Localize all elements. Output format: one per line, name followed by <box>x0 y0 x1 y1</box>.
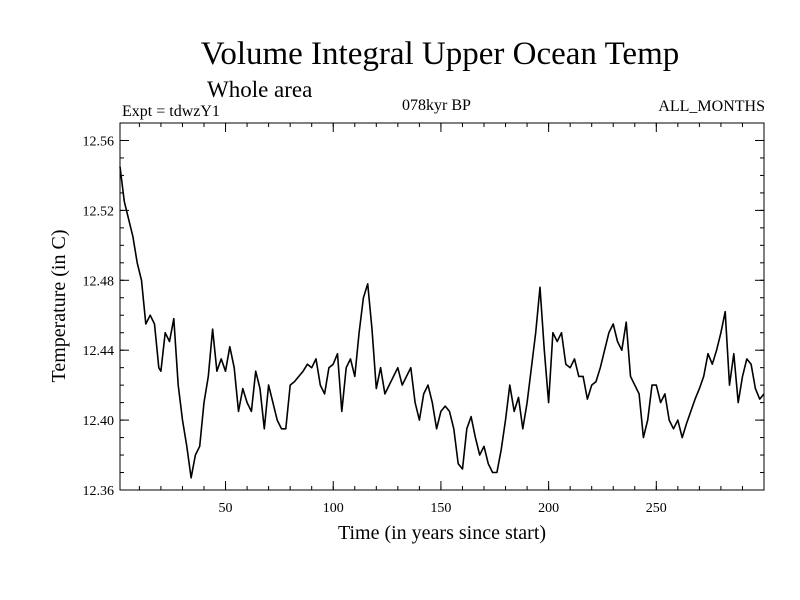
x-tick-label: 100 <box>323 501 344 516</box>
y-tick-label: 12.48 <box>83 274 115 289</box>
y-tick-label: 12.40 <box>83 414 115 429</box>
x-tick-label: 50 <box>219 501 233 516</box>
y-axis-label: Temperature (in C) <box>48 229 70 383</box>
y-tick-label: 12.36 <box>83 484 115 499</box>
plot-frame <box>119 122 765 491</box>
series-line <box>119 166 765 479</box>
ticks-layer: 50 100 150 200 250 12.36 12.40 12.44 12.48 12.52 1… <box>83 122 764 516</box>
y-tick-label: 12.56 <box>83 134 115 149</box>
period-label: 078kyr BP <box>402 97 471 114</box>
x-tick-label: 250 <box>646 501 667 516</box>
experiment-label: Expt = tdwzY1 <box>122 103 220 120</box>
x-tick-label: 150 <box>430 501 451 516</box>
y-tick-label: 12.52 <box>83 204 115 219</box>
x-tick-label: 200 <box>538 501 559 516</box>
y-tick-label: 12.44 <box>83 344 115 359</box>
data-layer <box>119 166 765 479</box>
x-axis-label: Time (in years since start) <box>337 522 547 544</box>
chart-subtitle: Whole area <box>207 77 313 102</box>
chart-title: Volume Integral Upper Ocean Temp <box>200 36 680 72</box>
months-label: ALL_MONTHS <box>658 98 765 115</box>
